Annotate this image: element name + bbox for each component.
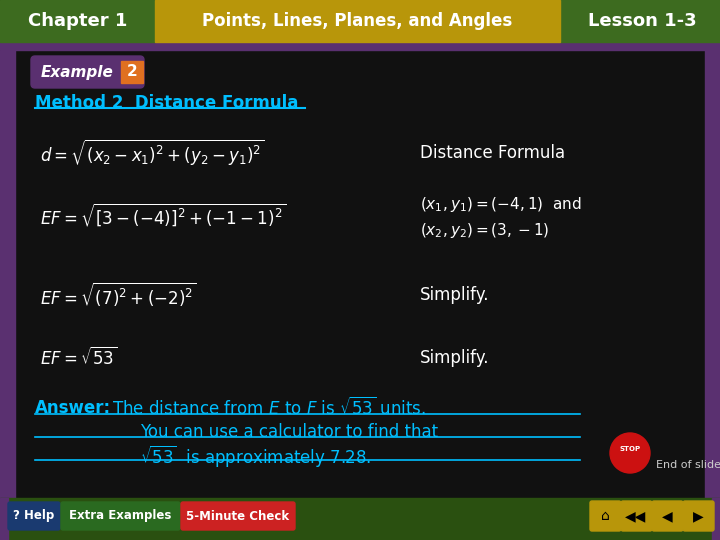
Text: Simplify.: Simplify. [420, 286, 490, 304]
FancyBboxPatch shape [590, 501, 621, 531]
Text: ⌂: ⌂ [600, 509, 609, 523]
Bar [705, 50, 720, 500]
Text: $EF = \sqrt{[3-(-4)]^2 + (-1-1)^2}$: $EF = \sqrt{[3-(-4)]^2 + (-1-1)^2}$ [40, 201, 286, 228]
Text: Simplify.: Simplify. [420, 349, 490, 367]
Bar [712, 498, 720, 540]
FancyBboxPatch shape [621, 501, 652, 531]
Text: Method 2  Distance Formula: Method 2 Distance Formula [35, 94, 298, 112]
Text: $(x_2, y_2) = (3, -1)$: $(x_2, y_2) = (3, -1)$ [420, 221, 549, 240]
Text: $(x_1, y_1) = (-4, 1)$  and: $(x_1, y_1) = (-4, 1)$ and [420, 195, 582, 214]
Text: $d = \sqrt{(x_2 - x_1)^2 + (y_2 - y_1)^2}$: $d = \sqrt{(x_2 - x_1)^2 + (y_2 - y_1)^2… [40, 138, 265, 168]
Text: ▶: ▶ [693, 509, 703, 523]
Circle shape [610, 433, 650, 473]
Text: ◀◀: ◀◀ [626, 509, 647, 523]
Text: ? Help: ? Help [14, 510, 55, 523]
Text: Points, Lines, Planes, and Angles: Points, Lines, Planes, and Angles [202, 12, 512, 30]
Text: Distance Formula: Distance Formula [420, 144, 565, 162]
Text: STOP: STOP [619, 446, 641, 452]
Text: $\sqrt{53}$  is approximately 7.28.: $\sqrt{53}$ is approximately 7.28. [140, 443, 372, 469]
FancyBboxPatch shape [181, 502, 295, 530]
Bar [121, 61, 143, 83]
Bar [0, 0, 155, 42]
Text: 2: 2 [127, 64, 138, 79]
Bar [560, 0, 720, 42]
Text: Answer:: Answer: [35, 399, 111, 417]
Text: Chapter 1: Chapter 1 [28, 12, 127, 30]
FancyBboxPatch shape [31, 56, 144, 88]
Text: $EF = \sqrt{53}$: $EF = \sqrt{53}$ [40, 347, 117, 369]
Text: Extra Examples: Extra Examples [69, 510, 171, 523]
FancyBboxPatch shape [61, 502, 180, 530]
Bar [0, 498, 720, 540]
Text: The distance from $E$ to $F$ is $\sqrt{53}$ units.: The distance from $E$ to $F$ is $\sqrt{5… [112, 397, 426, 419]
Text: ◀: ◀ [662, 509, 672, 523]
Text: Lesson 1-3: Lesson 1-3 [588, 12, 696, 30]
FancyBboxPatch shape [8, 502, 60, 530]
Text: You can use a calculator to find that: You can use a calculator to find that [140, 423, 438, 441]
Bar [15, 50, 705, 500]
Bar [0, 498, 8, 540]
Text: $EF = \sqrt{(7)^2 + (-2)^2}$: $EF = \sqrt{(7)^2 + (-2)^2}$ [40, 281, 197, 309]
FancyBboxPatch shape [683, 501, 714, 531]
Text: End of slide: End of slide [656, 460, 720, 470]
Bar [155, 0, 560, 42]
FancyBboxPatch shape [652, 501, 683, 531]
Text: Example: Example [40, 64, 114, 79]
Bar [0, 50, 15, 500]
Bar [0, 42, 720, 50]
Text: 5-Minute Check: 5-Minute Check [186, 510, 289, 523]
